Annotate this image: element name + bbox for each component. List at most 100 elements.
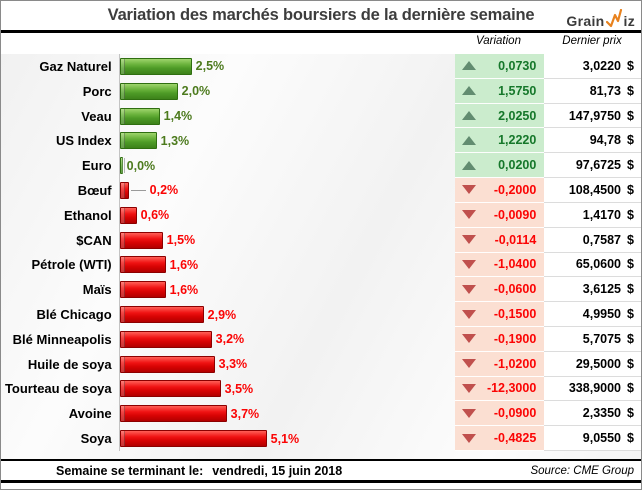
last-price-cell: 5,7075 $ [544,326,641,352]
last-price-cell: 9,0550 $ [544,426,641,451]
last-price-cell: 3,0220 $ [544,54,641,79]
bar-value-label: 0,6% [140,208,170,223]
triangle-icon [461,86,476,96]
last-price-cell: 3,6125 $ [544,277,641,303]
variation-cell: 2,0250 [454,103,545,129]
variation-cell: -0,1500 [454,302,545,327]
last-price-value: 5,7075 [582,331,621,346]
bar-value-label: 1,3% [160,133,190,148]
currency-symbol: $ [627,257,634,272]
page-title: Variation des marchés boursiers de la de… [107,6,535,24]
variation-value: 1,2220 [498,133,537,148]
last-price-cell: 338,9000 $ [544,376,641,402]
market-row: Veau 1,4% 2,0250 147,9750 $ [1,103,641,129]
variation-value: 2,0250 [498,108,537,123]
market-row: Bœuf 0,2% -0,2000 108,4500 $ [1,178,641,203]
last-price-value: 9,0550 [582,431,621,446]
market-row: $CAN 1,5% -0,0114 0,7587 $ [1,227,641,253]
logo-text-iz: iz [623,13,635,29]
variation-value: -0,0600 [493,282,537,297]
currency-symbol: $ [627,83,634,98]
currency-symbol: $ [627,331,634,346]
bar-zone: 0,0% [118,153,455,179]
market-row: Maïs 1,6% -0,0600 3,6125 $ [1,277,641,303]
variation-value: -0,0900 [493,406,537,421]
week-ending-label: Semaine se terminant le: [56,463,204,478]
variation-bar [119,181,129,199]
week-ending: Semaine se terminant le: vendredi, 15 jui… [1,464,342,478]
bar-bevel-cap [120,83,125,99]
market-row: Blé Minneapolis 3,2% -0,1900 5,7075 $ [1,326,641,352]
bar-value-label: 3,3% [218,357,248,372]
triangle-icon [461,259,476,269]
variation-value: -0,2000 [493,182,537,197]
variation-cell: -0,2000 [454,178,545,203]
variation-cell: -0,0600 [454,277,545,303]
bar-bevel-cap [120,158,125,174]
variation-value: 1,5750 [498,83,537,98]
bar-bevel-cap [120,207,125,223]
market-row: Soya 5,1% -0,4825 9,0550 $ [1,426,641,451]
variation-value: -0,0114 [494,232,537,247]
market-label: Blé Chicago [36,307,112,323]
last-price-cell: 81,73 $ [544,78,641,104]
market-label: Pétrole (WTI) [31,257,112,273]
variation-value: -0,1500 [493,307,537,322]
bar-zone: 1,6% [118,252,455,278]
market-label: US Index [56,133,112,149]
variation-bar [119,231,163,249]
market-label: Maïs [82,282,112,298]
last-price-value: 108,4500 [568,182,621,197]
triangle-icon [461,359,476,369]
market-label: $CAN [76,232,112,248]
bar-value-label: 2,5% [195,59,225,74]
last-price-cell: 29,5000 $ [544,351,641,377]
variation-bar [119,380,221,398]
variation-cell: -12,3000 [454,376,545,402]
market-row: Gaz Naturel 2,5% 0,0730 3,0220 $ [1,54,641,79]
rows: Gaz Naturel 2,5% 0,0730 3,0220 $ Porc 2,… [1,54,641,451]
market-label: Porc [82,83,112,99]
currency-symbol: $ [627,133,634,148]
column-header-dernier-prix: Dernier prix [562,35,622,47]
variation-value: -0,1900 [493,331,537,346]
variation-bar [119,281,166,299]
currency-symbol: $ [627,381,634,396]
grainwiz-logo: Grain iz [566,9,635,28]
bar-zone: 5,1% [118,426,455,451]
bar-value-label: 1,6% [169,282,199,297]
last-price-value: 65,0600 [575,257,621,272]
last-price-value: 1,4170 [582,207,621,222]
bar-zone: 2,5% [118,54,455,79]
last-price-value: 2,3350 [582,406,621,421]
variation-bar [119,57,192,75]
market-label: Veau [81,108,112,124]
bar-zone: 3,7% [118,401,455,427]
bar-bevel-cap [120,331,125,347]
market-row: US Index 1,3% 1,2220 94,78 $ [1,128,641,154]
bar-zone: 2,9% [118,302,455,327]
variation-cell: -0,4825 [454,426,545,451]
bar-zone: 3,5% [118,376,455,402]
bar-bevel-cap [120,232,125,248]
bar-value-label: 2,0% [181,84,211,99]
last-price-cell: 94,78 $ [544,128,641,154]
triangle-icon [461,160,476,170]
triangle-icon [461,185,476,195]
footer-bottom-rule [1,480,641,483]
variation-bar [119,256,166,274]
currency-symbol: $ [627,356,634,371]
currency-symbol: $ [627,207,634,222]
triangle-icon [461,408,476,418]
footer-top-rule [1,459,641,461]
triangle-icon [461,383,476,393]
variation-bar [119,132,157,150]
bar-value-label: 1,6% [169,257,199,272]
market-row: Ethanol 0,6% -0,0090 1,4170 $ [1,202,641,228]
bar-bevel-cap [120,431,125,447]
market-row: Euro 0,0% 0,0200 97,6725 $ [1,153,641,179]
bar-bevel-cap [120,381,125,397]
market-label: Euro [82,158,112,174]
last-price-value: 97,6725 [575,158,621,173]
